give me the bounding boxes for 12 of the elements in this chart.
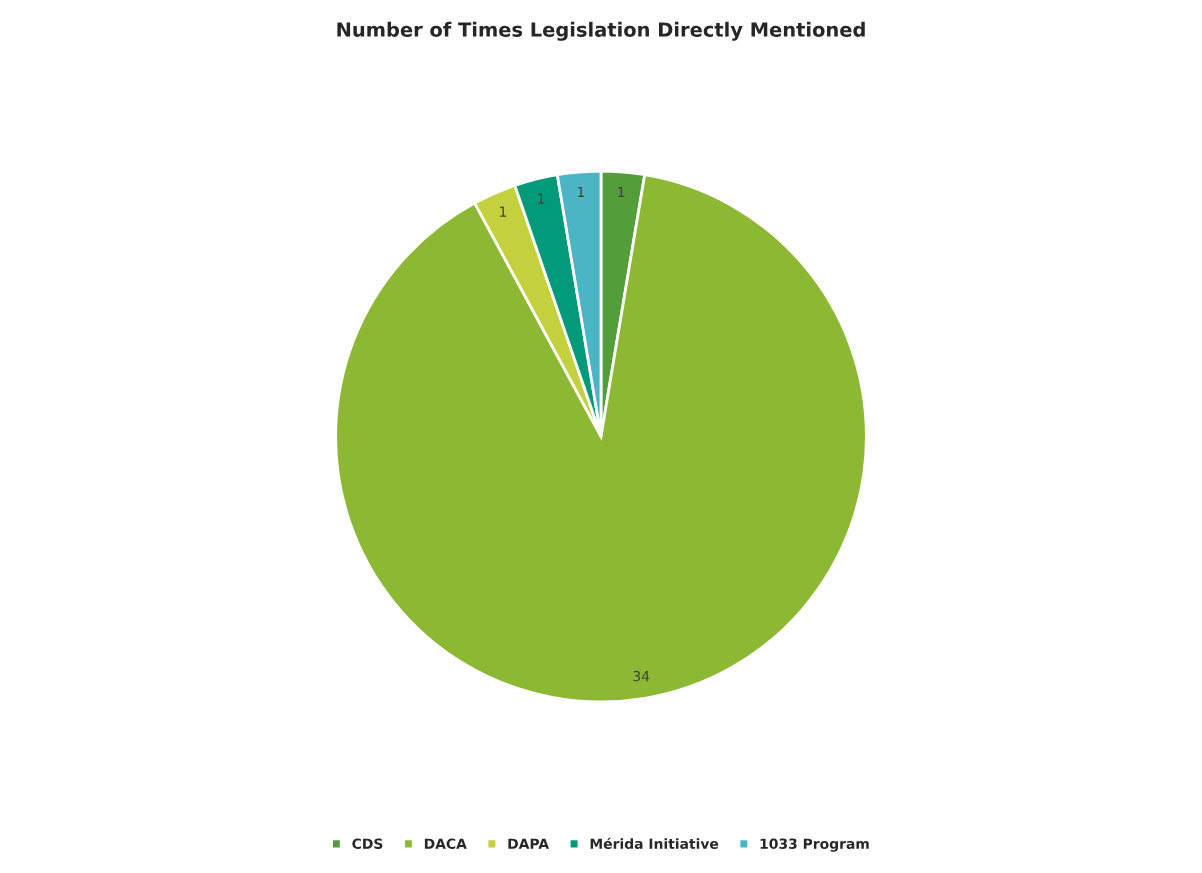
- data-label: 1: [500, 206, 507, 217]
- data-label: 34: [633, 670, 650, 682]
- pie-slice: [334, 173, 868, 704]
- data-label: 1: [538, 193, 545, 204]
- data-label: 1: [618, 186, 625, 198]
- data-label: 1: [577, 186, 584, 198]
- chart-title: Number of Times Legislation Directly Mentioned: [337, 21, 865, 41]
- legend-label: DAPA: [508, 838, 550, 849]
- legend-label: Mérida Initiative: [590, 837, 719, 849]
- legend-label: CDS: [352, 838, 383, 849]
- legend-label: DACA: [424, 838, 467, 849]
- legend-label: 1033 Program: [760, 838, 869, 852]
